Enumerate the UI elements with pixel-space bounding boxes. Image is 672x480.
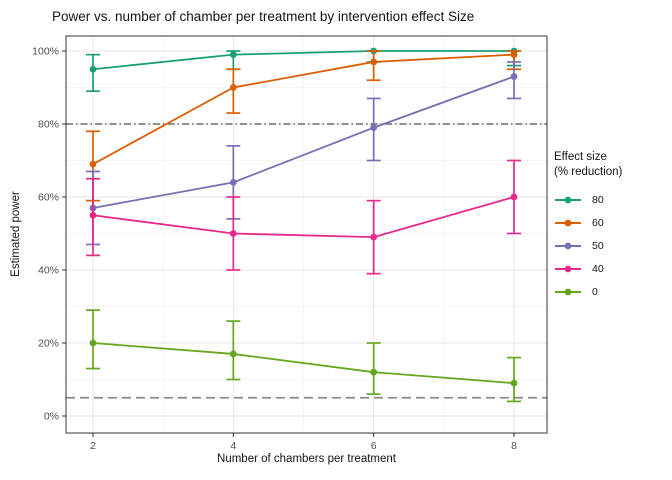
data-point: [370, 233, 378, 241]
data-point: [229, 51, 237, 59]
data-point: [510, 73, 518, 80]
data-point: [229, 84, 237, 91]
x-tick-label: 6: [371, 440, 377, 452]
chart-title: Power vs. number of chamber per treatmen…: [52, 9, 475, 24]
data-point: [89, 211, 97, 219]
gridlines-minor: [66, 36, 547, 433]
axis-ticks: 0% 20% 40% 60% 80% 100% 2 4 6 8: [32, 46, 517, 453]
series-line: [92, 50, 514, 71]
data-point: [89, 160, 97, 168]
legend-item-0: 0: [554, 281, 670, 304]
y-axis-title: Estimated power: [10, 191, 22, 277]
y-tick-label: 80%: [38, 119, 59, 131]
legend-item-label: 50: [592, 240, 604, 253]
legend-key-icon: [555, 219, 581, 227]
series-line: [92, 342, 515, 385]
legend-item-label: 40: [592, 263, 604, 276]
panel-border: [65, 35, 548, 434]
gridlines-major: [66, 36, 547, 433]
series-40: [86, 159, 521, 275]
y-tick-label: 20%: [38, 338, 59, 350]
legend-item-80: 80: [554, 189, 670, 212]
legend-items: 80 60 50 40 0: [554, 189, 670, 304]
x-tick-label: 2: [90, 440, 96, 452]
data-point: [229, 350, 237, 358]
data-point: [510, 51, 518, 59]
data-point: [370, 58, 378, 66]
legend-title-line1: Effect size: [554, 151, 607, 163]
legend: Effect size (% reduction) 80 60 50 40 0: [554, 150, 670, 304]
series-line: [92, 53, 515, 165]
legend-item-label: 0: [592, 286, 598, 299]
y-tick-label: 100%: [32, 46, 59, 58]
legend-item-60: 60: [554, 212, 670, 235]
legend-key-icon: [555, 196, 581, 204]
x-axis-title: Number of chambers per treatment: [217, 453, 396, 465]
legend-title-line2: (% reduction): [554, 165, 623, 178]
x-tick-label: 4: [230, 440, 236, 452]
series-line: [92, 196, 515, 239]
legend-item-label: 60: [592, 217, 604, 230]
data-point: [370, 124, 378, 132]
series-line: [92, 75, 515, 209]
data-point: [229, 230, 237, 237]
legend-item-40: 40: [554, 258, 670, 281]
x-tick-label: 8: [511, 440, 517, 452]
data-point: [89, 339, 97, 347]
legend-key-icon: [555, 242, 581, 250]
series-0: [86, 309, 521, 403]
data-point: [370, 368, 378, 376]
legend-item-label: 80: [592, 194, 604, 207]
data-point: [89, 65, 97, 73]
data-point: [510, 379, 518, 387]
y-tick-label: 60%: [38, 192, 59, 204]
y-tick-label: 0%: [44, 411, 59, 423]
legend-key-icon: [555, 265, 581, 273]
data-point: [229, 179, 237, 186]
data-point: [510, 193, 518, 201]
legend-title: Effect size (% reduction): [554, 150, 670, 180]
y-tick-label: 40%: [38, 265, 59, 277]
legend-item-50: 50: [554, 235, 670, 258]
legend-key-icon: [555, 288, 581, 296]
